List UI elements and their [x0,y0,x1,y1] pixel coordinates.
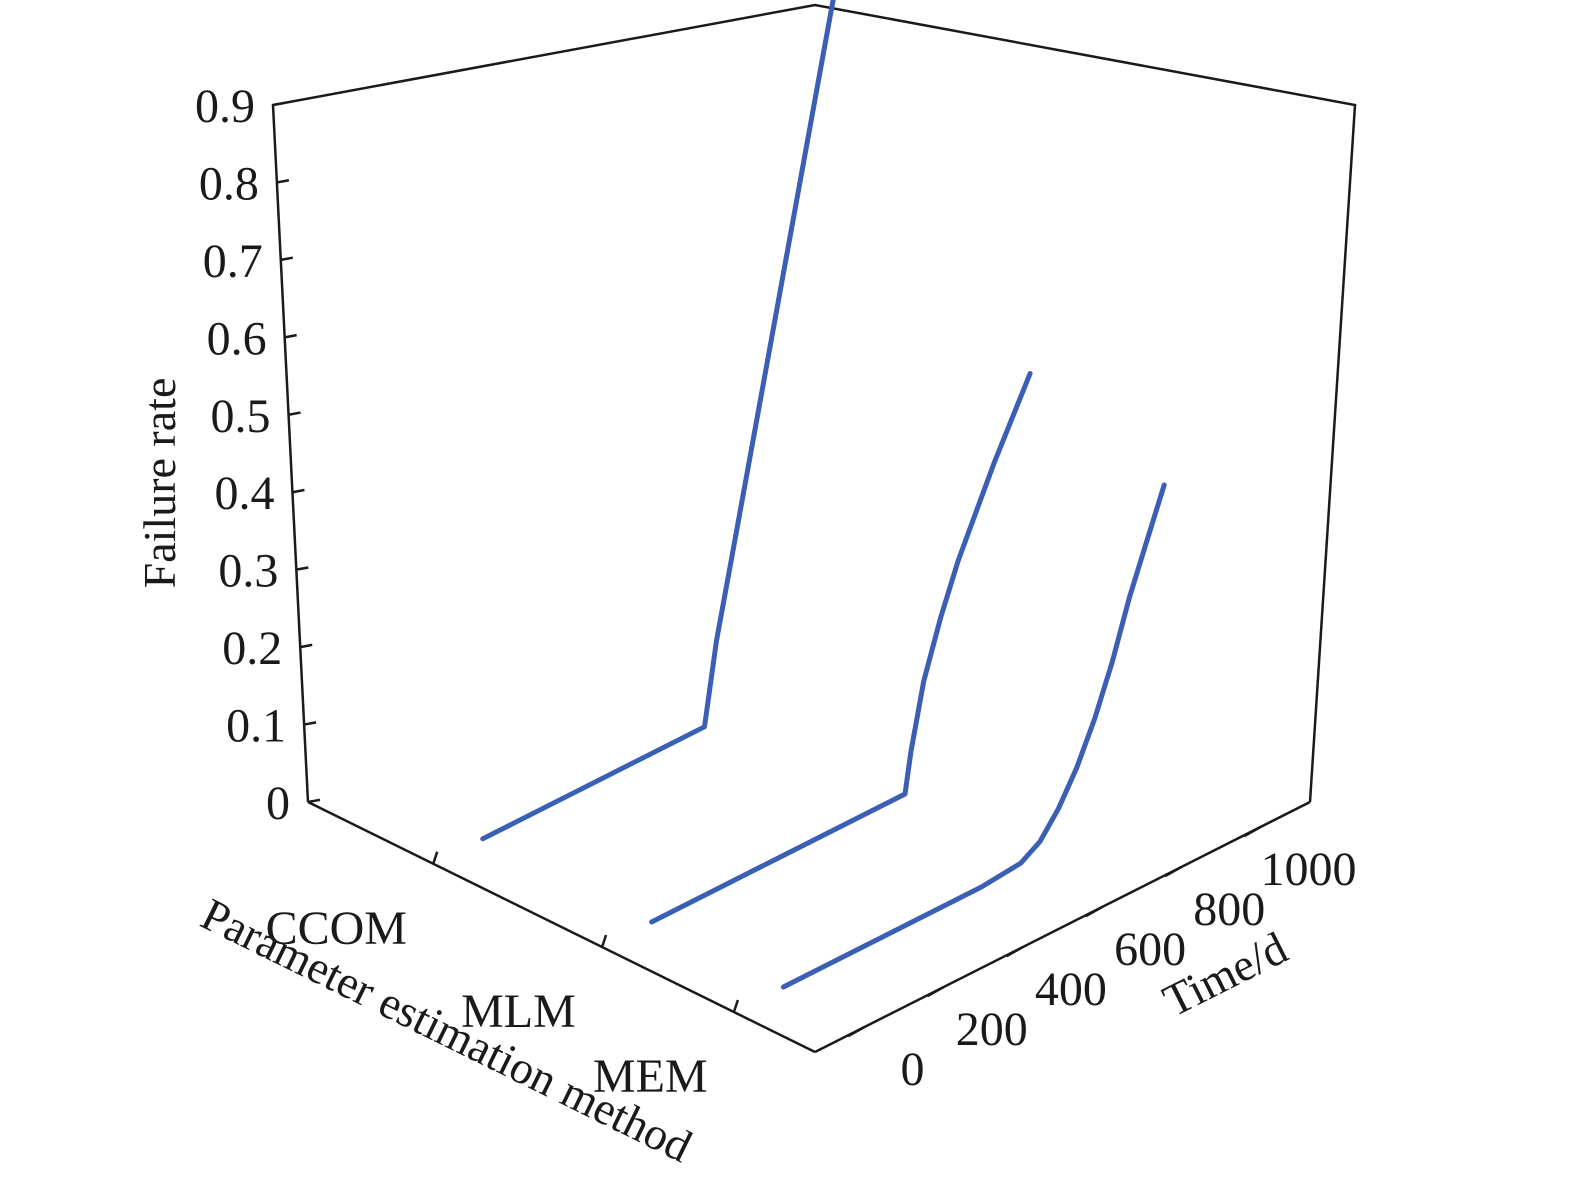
method-tick-1 [600,934,608,948]
z-tick-label-0: 0 [266,777,290,830]
method-axis-line [307,800,816,1054]
time-tick-4 [1164,865,1182,878]
method-tick-label-1: MLM [461,985,576,1038]
series-lines [480,0,1167,990]
z-tick-label-9: 0.9 [195,80,255,133]
time-tick-0 [847,1025,866,1038]
z-tick-label-1: 0.1 [226,700,286,753]
z-tick-label-4: 0.4 [214,467,274,520]
z-tick-4 [292,488,305,494]
z-axis-title: Failure rate [134,378,185,589]
time-tick-label-1: 200 [956,1003,1028,1056]
series-line-mlm [649,371,1033,925]
x-axis-title: Parameter estimation method [194,888,700,1172]
z-tick-label-8: 0.8 [199,157,259,210]
time-tick-2 [1006,945,1024,958]
time-tick-1 [926,985,945,998]
time-axis-line [814,800,1311,1054]
z-tick-label-2: 0.2 [222,622,282,675]
time-tick-label-4: 800 [1193,883,1265,936]
time-tick-3 [1085,905,1103,918]
series-line-mem [780,482,1167,990]
z-tick-7 [280,256,294,262]
z-tick-0 [307,798,321,804]
time-tick-label-2: 400 [1035,963,1107,1016]
z-tick-label-7: 0.7 [203,235,263,288]
time-tick-label-3: 600 [1114,923,1186,976]
z-tick-6 [284,333,297,339]
z-tick-label-5: 0.5 [211,390,271,443]
method-tick-0 [432,851,439,865]
time-tick-5 [1243,825,1262,838]
time-tick-label-5: 1000 [1261,843,1357,896]
z-tick-8 [276,179,290,184]
z-tick-1 [303,721,317,726]
method-tick-2 [732,999,740,1013]
z-tick-label-3: 0.3 [218,545,278,598]
series-line-ccom [480,0,836,842]
back-wall-left [271,3,1357,803]
z-tick-label-6: 0.6 [207,312,267,365]
method-tick-label-2: MEM [593,1050,708,1103]
z-tick-2 [299,643,313,649]
method-tick-label-0: CCOM [266,902,407,955]
z-tick-5 [288,411,301,417]
tick-labels: 0 0.1 0.2 0.3 0.4 0.5 0.6 0.7 0.8 0.9 0 20040060080… [195,80,1357,1103]
time-tick-label-0: 0 [901,1043,925,1096]
ticks [272,101,1262,1038]
z-tick-3 [296,566,309,571]
z-tick-9 [272,101,286,107]
